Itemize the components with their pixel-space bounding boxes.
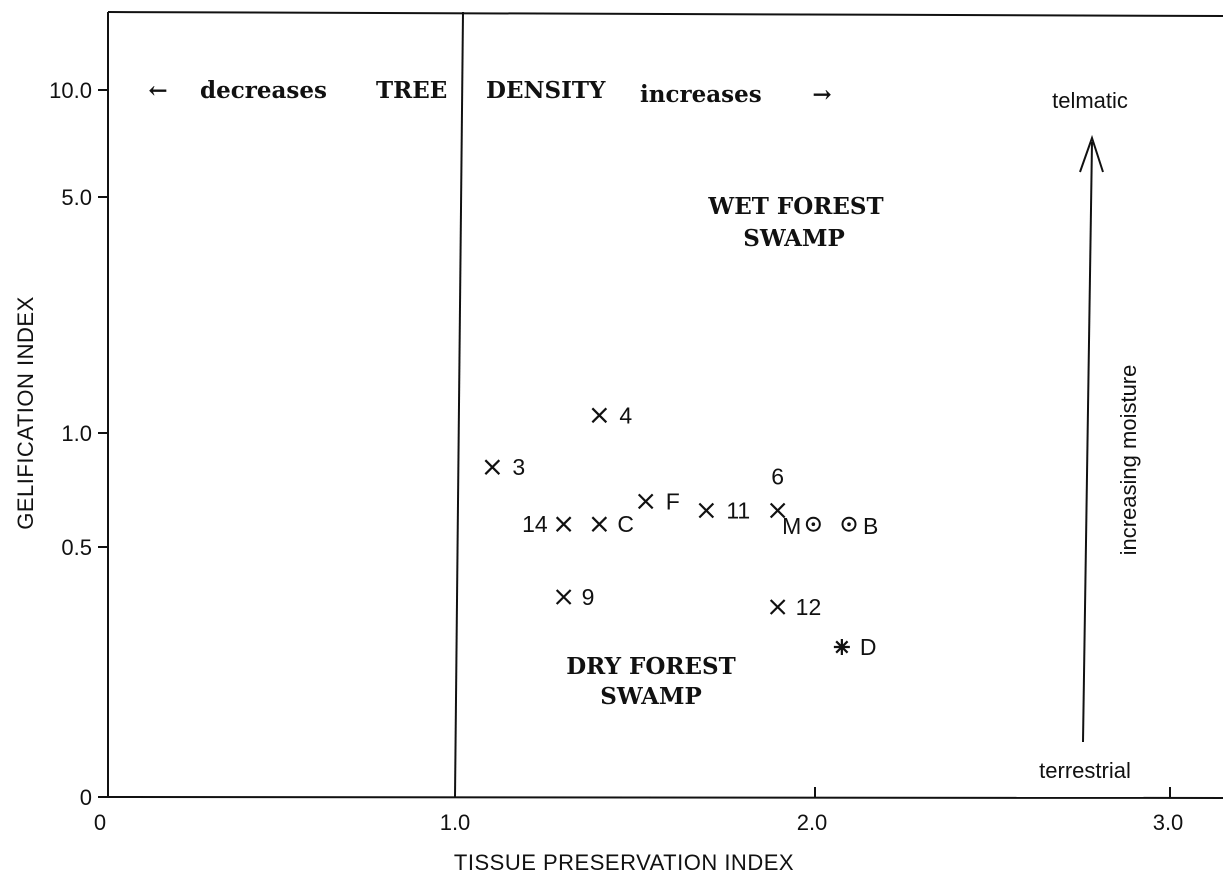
moisture-arrow-shaft bbox=[1082, 141, 1093, 743]
frame-bottom bbox=[97, 796, 1223, 799]
region-line1: WET FOREST bbox=[707, 193, 883, 220]
x-marker bbox=[591, 516, 608, 532]
point-label: 12 bbox=[796, 594, 822, 620]
x-tick-label: 3.0 bbox=[1153, 810, 1184, 835]
data-point: M bbox=[782, 513, 821, 539]
right-arrow: → bbox=[812, 81, 831, 108]
x-marker bbox=[484, 459, 501, 475]
point-label: M bbox=[782, 513, 801, 539]
left-arrow: ← bbox=[148, 77, 167, 104]
data-point: 14 bbox=[522, 511, 572, 537]
point-label: 11 bbox=[726, 498, 750, 524]
circle-marker bbox=[841, 516, 857, 532]
data-point: 9 bbox=[555, 584, 595, 610]
density-label: DENSITY bbox=[486, 77, 606, 104]
data-point: B bbox=[841, 513, 878, 539]
point-label: 4 bbox=[619, 402, 632, 428]
reference-line-x1 bbox=[454, 11, 464, 798]
x-marker bbox=[769, 599, 786, 615]
data-point: 6 bbox=[769, 464, 786, 519]
data-points: 4 3 F 11 6 14 C M B 9 12 D bbox=[484, 402, 878, 660]
data-point: 3 bbox=[484, 454, 525, 480]
data-point: D bbox=[833, 634, 877, 660]
y-axis-title: GELIFICATION INDEX bbox=[13, 296, 38, 530]
x-tick-label: 0 bbox=[94, 810, 106, 835]
tree-density-annotation: ← decreases TREE DENSITY increases → bbox=[148, 77, 831, 108]
x-axis-ticks: 0 1.0 2.0 3.0 bbox=[94, 787, 1183, 835]
point-label: B bbox=[863, 513, 878, 539]
decreases-label: decreases bbox=[200, 77, 327, 104]
frame-top bbox=[107, 11, 1223, 17]
moisture-arrow-head bbox=[1079, 134, 1104, 173]
x-marker bbox=[555, 589, 572, 605]
y-tick-label: 0 bbox=[80, 785, 92, 810]
data-point: 4 bbox=[591, 402, 632, 428]
x-marker bbox=[637, 493, 654, 510]
y-tick-label: 5.0 bbox=[61, 185, 92, 210]
x-marker bbox=[698, 502, 715, 519]
y-tick-label: 10.0 bbox=[49, 78, 92, 103]
x-tick-label: 1.0 bbox=[440, 810, 471, 835]
data-point: 11 bbox=[698, 498, 750, 524]
x-tick-label: 2.0 bbox=[797, 810, 828, 835]
point-label: 14 bbox=[522, 511, 548, 537]
asterisk-marker bbox=[833, 639, 850, 655]
point-label: 9 bbox=[582, 584, 595, 610]
tree-label: TREE bbox=[376, 77, 447, 104]
point-label: 3 bbox=[512, 454, 525, 480]
wet-forest-swamp-label: WET FOREST SWAMP bbox=[707, 193, 883, 252]
increasing-moisture-label: increasing moisture bbox=[1116, 365, 1141, 556]
moisture-indicator: telmatic increasing moisture terrestrial bbox=[1039, 88, 1141, 783]
telmatic-label: telmatic bbox=[1052, 88, 1128, 113]
region-line2: SWAMP bbox=[600, 683, 702, 710]
region-line1: DRY FOREST bbox=[566, 653, 736, 680]
circle-marker bbox=[805, 516, 821, 532]
y-tick-label: 0.5 bbox=[61, 535, 92, 560]
y-tick-label: 1.0 bbox=[61, 421, 92, 446]
point-label: 6 bbox=[771, 464, 784, 490]
circle-marker-dot bbox=[847, 522, 851, 526]
data-point: F bbox=[637, 488, 680, 514]
increases-label: increases bbox=[640, 81, 762, 108]
point-label: C bbox=[617, 511, 634, 537]
terrestrial-label: terrestrial bbox=[1039, 758, 1131, 783]
data-point: C bbox=[591, 511, 634, 537]
data-point: 12 bbox=[769, 594, 822, 620]
point-label: F bbox=[666, 488, 680, 514]
x-marker bbox=[555, 516, 572, 532]
point-label: D bbox=[860, 634, 877, 660]
y-axis-ticks: 10.0 5.0 1.0 0.5 0 bbox=[49, 78, 108, 810]
x-marker bbox=[769, 502, 786, 519]
x-marker bbox=[591, 407, 608, 424]
circle-marker-dot bbox=[811, 522, 816, 526]
region-line2: SWAMP bbox=[743, 225, 845, 252]
x-axis-title: TISSUE PRESERVATION INDEX bbox=[454, 850, 794, 875]
dry-forest-swamp-label: DRY FOREST SWAMP bbox=[566, 653, 736, 710]
